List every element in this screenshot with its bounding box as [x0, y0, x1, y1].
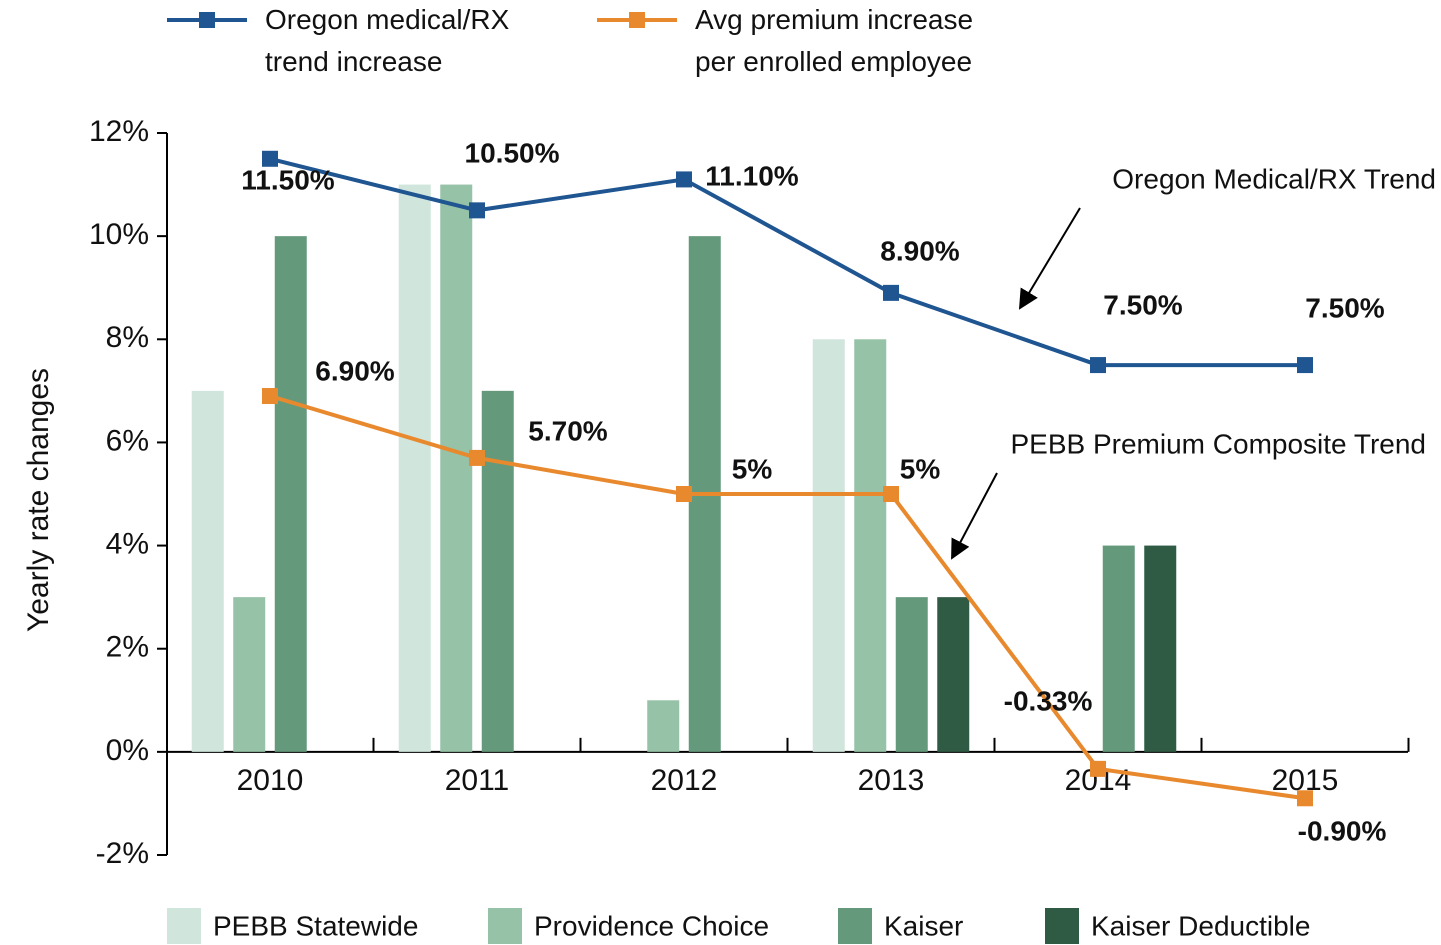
x-tick-label: 2012	[651, 764, 718, 797]
legend-label: Oregon medical/RX trend increase	[265, 4, 510, 77]
value-label: 7.50%	[1305, 292, 1384, 323]
bar	[1102, 545, 1135, 752]
annotation: Oregon Medical/RX Trend	[1112, 163, 1436, 194]
value-label: 11.50%	[241, 164, 335, 195]
bar	[440, 184, 473, 752]
value-label: 6.90%	[315, 355, 394, 386]
legend-label: Kaiser Deductible	[1091, 910, 1310, 941]
bar	[274, 236, 307, 752]
bar	[937, 597, 970, 752]
y-axis-label: Yearly rate changes	[22, 368, 55, 632]
legend-swatch	[838, 908, 872, 944]
y-tick-label: 0%	[106, 734, 149, 767]
value-label: 8.90%	[880, 235, 959, 266]
legend-swatch	[167, 908, 201, 944]
line	[269, 394, 1306, 801]
value-label: -0.90%	[1298, 815, 1387, 846]
x-tick-label: 2011	[445, 764, 510, 797]
bar	[895, 597, 928, 752]
line-marker	[1090, 760, 1106, 777]
y-tick-label: 6%	[106, 424, 149, 457]
y-tick-label: 2%	[106, 631, 149, 664]
value-label: 5.70%	[528, 415, 607, 446]
line-marker	[1090, 357, 1106, 374]
line-marker	[883, 486, 899, 502]
annotation-arrow	[951, 472, 998, 560]
y-tick-label: -2%	[96, 837, 149, 870]
bar	[398, 184, 431, 752]
value-label: 7.50%	[1103, 289, 1182, 320]
y-tick-label: 8%	[106, 321, 149, 354]
legend-label: PEBB Statewide	[213, 910, 418, 941]
legend-swatch	[1045, 908, 1079, 944]
x-tick-label: 2013	[858, 764, 925, 797]
line-marker	[262, 388, 278, 405]
value-label: 11.10%	[705, 160, 799, 191]
bar	[1144, 545, 1177, 752]
value-label: 10.50%	[465, 137, 560, 168]
legend-swatch	[488, 908, 522, 944]
bar	[647, 700, 680, 752]
bar	[191, 390, 224, 752]
line	[269, 156, 1305, 368]
bar	[233, 597, 266, 752]
bar	[854, 339, 887, 752]
x-tick-label: 2010	[237, 764, 304, 797]
value-label: -0.33%	[1004, 685, 1093, 716]
value-label: 5%	[900, 453, 941, 484]
annotation: PEBB Premium Composite Trend	[1011, 428, 1427, 459]
line-marker	[1297, 790, 1313, 807]
bar	[812, 339, 845, 752]
legend-marker	[199, 12, 215, 28]
line-marker	[1297, 357, 1313, 374]
legend-marker	[629, 12, 645, 28]
annotation-arrow	[1018, 207, 1081, 310]
legend-label: Providence Choice	[534, 910, 769, 941]
bar	[481, 390, 514, 752]
legend-label: Kaiser	[884, 910, 963, 941]
y-tick-label: 4%	[106, 527, 149, 560]
line-marker	[676, 171, 692, 188]
line-marker	[883, 284, 899, 301]
value-label: 5%	[732, 453, 773, 484]
legend-label: Avg premium increase per enrolled employe…	[695, 4, 973, 77]
line-marker	[676, 486, 692, 502]
line-marker	[469, 449, 485, 466]
line-marker	[262, 150, 278, 167]
y-tick-label: 12%	[89, 115, 149, 148]
y-tick-label: 10%	[89, 218, 149, 251]
line-marker	[469, 202, 485, 219]
